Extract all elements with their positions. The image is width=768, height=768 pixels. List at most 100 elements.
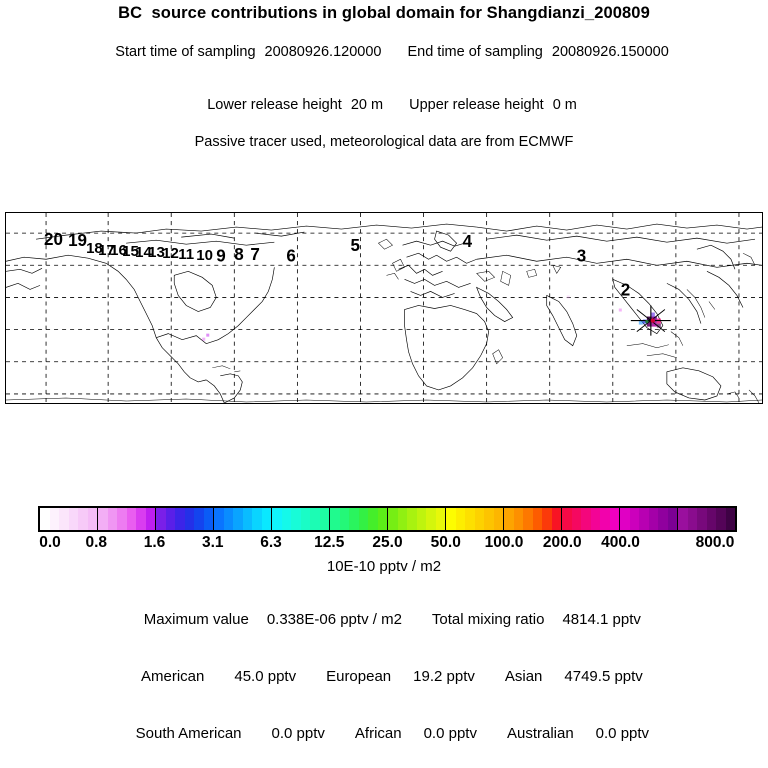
colorbar-cell-4-3 [300,508,310,530]
colorbar-segment-8 [504,508,562,530]
traj-label-2: 2 [621,280,630,299]
colorbar-cell-2-5 [203,508,213,530]
map-canvas: 20 19 18 17 16 15 14 13 12 11 10 9 8 7 6… [6,213,762,403]
colorbar-segment-7 [446,508,504,530]
total-ratio-label: Total mixing ratio [431,611,545,628]
colorbar-cell-7-5 [493,508,503,530]
colorbar-cell-3-4 [252,508,262,530]
colorbar-cell-1-4 [136,508,146,530]
colorbar-cell-8-1 [513,508,523,530]
colorbar-cell-11-1 [687,508,697,530]
stat-row-southern: South American 0.0 pptv African 0.0 pptv Aus… [0,708,768,759]
plume-footprint [202,295,661,341]
colorbar-tick-11: 800.0 [695,534,735,551]
colorbar-segment-0 [40,508,98,530]
colorbar-cell-8-5 [551,508,561,530]
colorbar-cell-0-5 [87,508,97,530]
colorbar-cell-10-3 [648,508,658,530]
colorbar-segment-5 [330,508,388,530]
colorbar-cell-10-5 [667,508,677,530]
colorbar-tick-6: 25.0 [372,534,403,551]
colorbar-cell-6-5 [435,508,445,530]
map-gridlines [6,213,762,403]
header-block: BC source contributions in global domain… [0,0,768,150]
colorbar-cell-10-2 [639,508,649,530]
colorbar-cell-1-2 [117,508,127,530]
colorbar-cell-3-3 [242,508,252,530]
colorbar-tick-8: 100.0 [484,534,524,551]
colorbar-container [38,506,737,532]
total-ratio-value: 4814.1 pptv [562,611,641,628]
colorbar-tick-2: 1.6 [143,534,166,551]
end-time-value: 20080926.150000 [551,44,669,60]
colorbar-cell-11-0 [678,508,688,530]
traj-label-8: 8 [234,245,243,264]
colorbar-cell-9-5 [609,508,619,530]
colorbar-cell-2-3 [184,508,194,530]
traj-label-16: 16 [110,242,127,259]
colorbar-tick-4: 6.3 [260,534,282,551]
colorbar-cell-9-0 [562,508,572,530]
colorbar-cell-7-3 [474,508,484,530]
colorbar-cell-5-2 [349,508,359,530]
region-value-south-american: 0.0 pptv [271,725,325,742]
colorbar-segment-10 [620,508,678,530]
region-name-asian: Asian [504,668,543,685]
trajectory-labels: 20 19 18 17 16 15 14 13 12 11 10 9 8 7 6… [44,230,630,299]
colorbar-cell-3-1 [223,508,233,530]
colorbar-cell-0-4 [78,508,88,530]
traj-label-20: 20 [44,230,63,249]
region-value-african: 0.0 pptv [423,725,477,742]
coastlines [6,223,762,403]
traj-label-7: 7 [250,245,259,264]
page-title: BC source contributions in global domain… [118,4,650,22]
colorbar-cell-11-2 [697,508,707,530]
colorbar-cell-0-0 [40,508,50,530]
colorbar-cell-11-3 [706,508,716,530]
release-height-line: Lower release height 20 m Upper release he… [0,81,768,129]
traj-label-18: 18 [86,240,103,257]
statistics-block: Maximum value 0.338E-06 pptv / m2 Total mi… [0,594,768,765]
colorbar-cell-5-3 [358,508,368,530]
region-name-australian: Australian [506,725,574,742]
traj-label-3: 3 [577,246,586,265]
traj-label-9: 9 [216,246,225,265]
colorbar-cell-11-5 [725,508,735,530]
colorbar-cell-3-0 [214,508,224,530]
tracer-note: Passive tracer used, meteorological data… [194,134,574,150]
colorbar-cell-9-1 [571,508,581,530]
colorbar-segment-1 [98,508,156,530]
colorbar-cell-7-0 [446,508,456,530]
traj-label-11: 11 [178,246,194,263]
colorbar-cell-9-4 [600,508,610,530]
colorbar-segment-11 [678,508,735,530]
traj-label-17: 17 [98,242,115,259]
region-name-south-american: South American [135,725,242,742]
colorbar-cell-2-2 [175,508,185,530]
region-name-african: African [354,725,402,742]
colorbar-cell-0-2 [59,508,69,530]
colorbar-cell-5-5 [377,508,387,530]
traj-label-15: 15 [122,243,139,260]
colorbar-segment-9 [562,508,620,530]
start-time-label: Start time of sampling [115,44,256,60]
region-value-european: 19.2 pptv [413,668,475,685]
lower-release-label: Lower release height [207,97,342,113]
colorbar[interactable] [38,506,737,532]
colorbar-tick-labels: 0.0 0.8 1.6 3.1 6.3 12.5 25.0 50.0 100.0 200.0 400… [0,534,768,554]
colorbar-cell-1-0 [98,508,108,530]
colorbar-cell-5-0 [330,508,340,530]
region-value-australian: 0.0 pptv [595,725,650,742]
colorbar-cell-1-1 [107,508,117,530]
colorbar-cell-9-2 [581,508,591,530]
colorbar-cell-6-2 [407,508,417,530]
colorbar-cell-8-0 [504,508,514,530]
start-time-value: 20080926.120000 [264,44,382,60]
global-domain-map[interactable]: 20 19 18 17 16 15 14 13 12 11 10 9 8 7 6… [5,212,763,404]
max-value-label: Maximum value [143,611,249,628]
colorbar-cell-7-4 [484,508,494,530]
colorbar-cell-10-0 [620,508,630,530]
colorbar-tick-10: 400.0 [601,534,640,551]
colorbar-unit-label: 10E-10 pptv / m2 [326,558,442,575]
traj-label-12: 12 [162,245,179,262]
